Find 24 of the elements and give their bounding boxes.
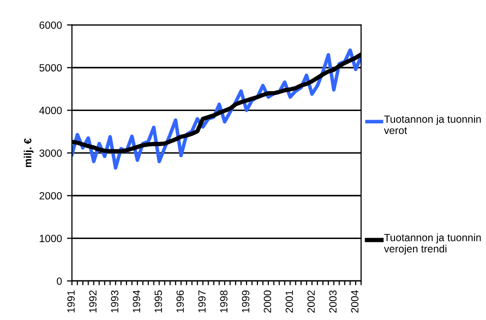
x-tick-label: 2002 [307,290,315,313]
x-tick-label: 1993 [110,290,118,312]
x-tick-label: 1998 [220,290,228,312]
x-tick-label: 1995 [154,290,162,312]
x-tick-label: 2001 [286,290,293,313]
x-tick-label: 1994 [132,290,140,312]
y-axis-title: milj. € [24,138,34,168]
x-tick-label: 1996 [176,290,184,312]
x-tick-label: 2004 [351,290,358,313]
y-tick-label: 5000 [39,64,62,72]
x-tick-label: 1992 [89,290,97,312]
x-tick-label: 1991 [67,290,75,312]
x-tick-label: 1997 [198,290,206,312]
x-tick-label: 1999 [242,290,250,312]
x-tick-label: 2000 [264,290,272,313]
y-tick-label: 0 [56,277,62,285]
legend-label: Tuotannon ja tuonnin verot [384,115,481,134]
y-tick-label: 2000 [40,192,62,200]
legend-label: Tuotannon ja tuonnin verojen trendi [384,234,481,255]
x-tick-label: 2003 [329,290,337,313]
y-tick-label: 3000 [39,149,62,157]
y-tick-label: 6000 [40,21,62,29]
y-tick-label: 1000 [40,234,62,242]
y-tick-label: 4000 [39,106,62,114]
